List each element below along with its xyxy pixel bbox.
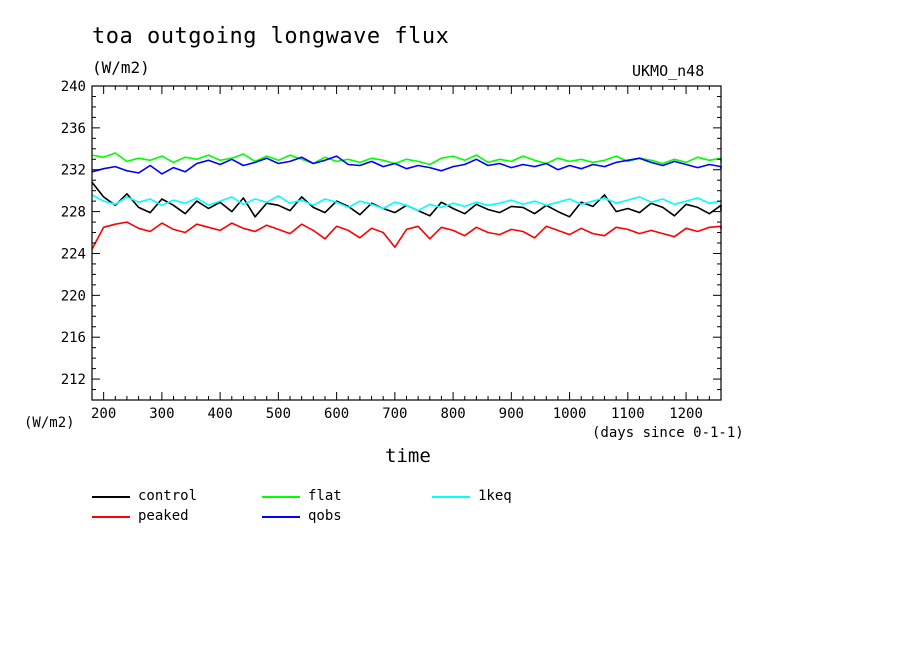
x-tick-label: 800	[440, 406, 465, 422]
legend-label-peaked: peaked	[138, 508, 189, 524]
series-line-1keq	[91, 194, 722, 212]
chart-title: toa outgoing longwave flux	[92, 24, 450, 49]
legend-item-flat: flat	[262, 488, 382, 506]
legend-item-peaked: peaked	[92, 508, 212, 526]
y-tick-label: 236	[61, 121, 86, 137]
legend-swatch-flat	[262, 496, 300, 498]
legend-swatch-qobs	[262, 516, 300, 518]
y-tick-label: 232	[61, 163, 86, 179]
units-label: (W/m2)	[92, 58, 150, 77]
legend-swatch-control	[92, 496, 130, 498]
series-line-control	[91, 181, 722, 218]
y-tick-label: 224	[61, 246, 86, 262]
x-tick-label: 300	[149, 406, 174, 422]
x-tick-label: 1000	[553, 406, 587, 422]
legend-label-control: control	[138, 488, 198, 504]
model-label: UKMO_n48	[632, 62, 705, 80]
legend-label-flat: flat	[308, 488, 342, 504]
series-line-qobs	[91, 155, 722, 175]
y-axis-units: (W/m2)	[24, 415, 75, 431]
x-axis-units-note: (days since 0-1-1)	[592, 425, 744, 441]
y-tick-label: 220	[61, 288, 86, 304]
legend-item-control: control	[92, 488, 212, 506]
legend-label-qobs: qobs	[308, 508, 342, 524]
legend-swatch-peaked	[92, 516, 130, 518]
legend-item-1keq: 1keq	[432, 488, 552, 506]
y-tick-label: 240	[61, 79, 86, 95]
plot-frame	[91, 85, 722, 401]
x-tick-label: 600	[324, 406, 349, 422]
y-tick-label: 216	[61, 330, 86, 346]
series-line-flat	[91, 152, 722, 166]
x-tick-label: 200	[91, 406, 116, 422]
series-line-peaked	[91, 221, 722, 250]
x-axis-label: time	[385, 445, 431, 467]
x-tick-label: 400	[207, 406, 232, 422]
legend-label-1keq: 1keq	[478, 488, 512, 504]
x-tick-label: 1200	[669, 406, 703, 422]
x-tick-label: 900	[499, 406, 524, 422]
legend-item-qobs: qobs	[262, 508, 382, 526]
y-tick-label: 228	[61, 205, 86, 221]
y-tick-label: 212	[61, 372, 86, 388]
x-tick-label: 1100	[611, 406, 645, 422]
legend-swatch-1keq	[432, 496, 470, 498]
x-tick-label: 500	[266, 406, 291, 422]
x-tick-label: 700	[382, 406, 407, 422]
